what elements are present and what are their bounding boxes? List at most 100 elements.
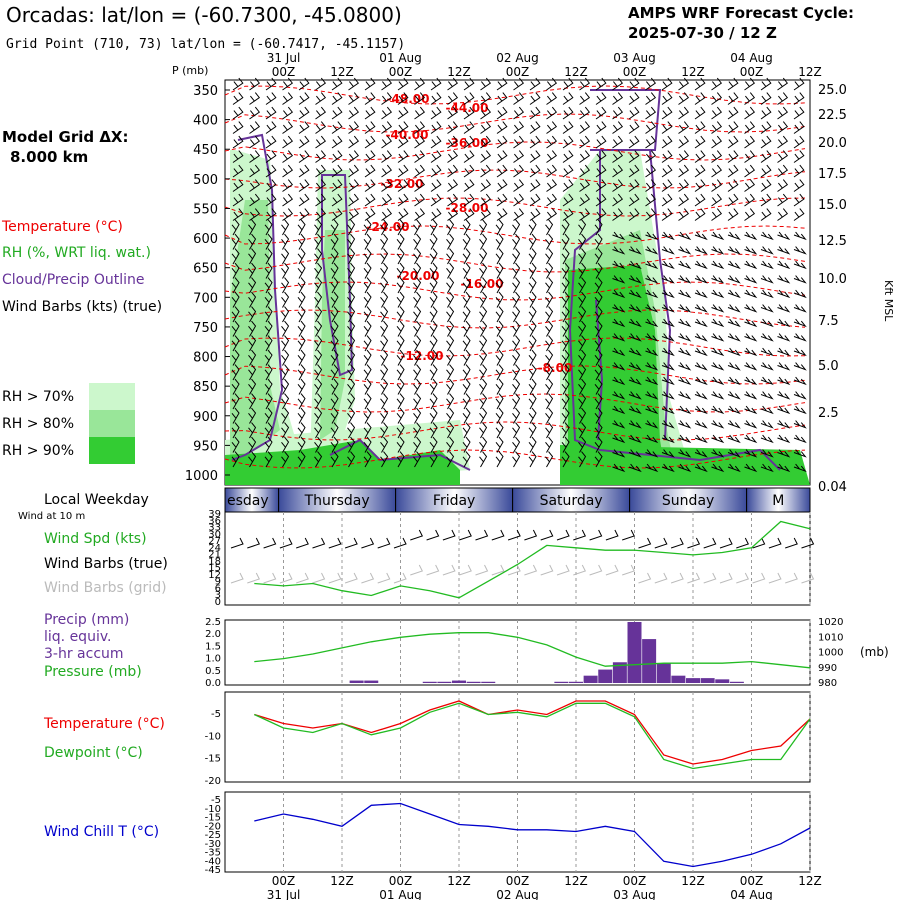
wind-barb-true <box>736 537 750 549</box>
y-tick: 980 <box>818 678 837 689</box>
y-tick: 12 <box>208 570 221 581</box>
wind-barb <box>777 376 791 386</box>
wind-barb <box>760 106 772 120</box>
wind-barb <box>661 106 673 120</box>
wind-barb <box>298 135 310 149</box>
y-tick: 24 <box>208 543 221 554</box>
wind-barb <box>495 378 504 395</box>
wind-barb <box>396 262 405 279</box>
wind-barb <box>495 277 504 294</box>
wind-barb <box>694 420 708 429</box>
wind-barb <box>628 449 642 458</box>
pressure-series <box>254 632 811 669</box>
wind-barb <box>760 391 774 400</box>
wind-barb <box>231 349 240 366</box>
wind-barb-grid <box>703 572 717 584</box>
wind-barb <box>265 179 277 192</box>
wind-barbs-grid-label: Wind Barbs (grid) <box>44 580 167 596</box>
wind-barb-grid <box>312 572 326 584</box>
wind-barb <box>678 193 690 207</box>
y-tick: -15 <box>205 754 221 765</box>
wind-barb <box>645 135 657 149</box>
wind-barb <box>711 246 725 255</box>
wind-barb <box>446 291 455 308</box>
wind-barb <box>479 248 488 265</box>
wind-barb <box>512 349 521 366</box>
wind-barb <box>594 436 603 453</box>
y-tick: 18 <box>208 556 221 567</box>
wind-barb <box>678 318 692 328</box>
wind-barb <box>645 391 659 400</box>
wind-barb <box>265 150 277 163</box>
wind-barb <box>678 304 692 313</box>
precip-bar <box>642 639 657 683</box>
wind-barb <box>594 422 603 439</box>
temperature-contour-label: -28.00 <box>446 201 489 215</box>
wind-barb <box>314 378 323 395</box>
wind-barb <box>364 208 376 221</box>
wind-barb <box>661 121 673 134</box>
wind-barb <box>727 289 741 299</box>
wind-barb <box>297 451 306 468</box>
wind-barb <box>248 349 257 366</box>
wind-barb <box>414 150 426 163</box>
wind-barb <box>694 135 706 149</box>
temperature-contour <box>224 169 806 189</box>
wind-barb <box>578 233 587 250</box>
wind-barb <box>561 451 570 468</box>
wind-barb <box>579 179 591 192</box>
wind-barb <box>330 451 339 468</box>
wind-barb <box>495 436 504 453</box>
wind-barb <box>397 193 409 207</box>
wind-barb-grid <box>670 572 684 584</box>
wind-chill-panel-ticks: -5-10-15-20-25-30-35-40-45 <box>205 795 221 876</box>
wind-barb <box>348 135 360 149</box>
wind-barb <box>744 164 756 178</box>
wind-barb <box>545 349 554 366</box>
wind-panel-frame <box>224 511 811 606</box>
wind-barb <box>694 231 708 241</box>
wind-barb <box>711 318 725 328</box>
bottom-time-tick: 00Z <box>623 874 647 888</box>
wind-barb <box>363 262 372 279</box>
weekday-bar: esday Thursday Friday Saturday Sunday M <box>224 487 811 513</box>
wind-barb <box>661 304 675 313</box>
y-tick: -20 <box>205 821 221 832</box>
wind-barb <box>231 320 240 337</box>
wind-barb <box>413 320 422 337</box>
wind-barb <box>429 233 438 250</box>
wind-barb <box>315 179 327 192</box>
wind-barb <box>314 277 323 294</box>
wind-barb <box>512 306 521 323</box>
wind-barb-true <box>687 537 701 549</box>
wind-barb <box>232 150 244 163</box>
wind-barb <box>429 291 438 308</box>
wind-barb <box>694 304 708 313</box>
wind-barb <box>249 164 261 178</box>
wind-barb <box>561 378 570 395</box>
rh90-label: RH > 90% <box>2 443 74 459</box>
wind-chill-series <box>254 802 811 868</box>
wind-barb-true <box>573 529 587 541</box>
rh90-swatch <box>89 437 135 464</box>
wind-barb <box>546 164 558 178</box>
wind-barb <box>396 277 405 294</box>
wind-barb <box>546 106 558 120</box>
wind-barb <box>462 291 471 308</box>
wind-barb <box>760 260 774 270</box>
wind-barb <box>545 378 554 395</box>
wind-barb <box>231 277 240 294</box>
wind-barb <box>381 121 393 134</box>
wind-barb <box>793 150 805 163</box>
wind-barb <box>512 277 521 294</box>
wind-barb <box>265 208 277 221</box>
wind-barb <box>249 106 261 120</box>
top-time-tick: 00Z <box>623 65 647 79</box>
wind-barb <box>429 393 438 410</box>
wind-barb <box>694 77 706 91</box>
wind-barb <box>546 150 558 163</box>
precip-panel-ticks: 2.52.01.5 1.00.50.0 1020 1010 1000 990 980 <box>205 617 843 689</box>
wind-barb <box>777 150 789 163</box>
wind-barb <box>793 260 807 270</box>
wind-barb <box>512 378 521 395</box>
